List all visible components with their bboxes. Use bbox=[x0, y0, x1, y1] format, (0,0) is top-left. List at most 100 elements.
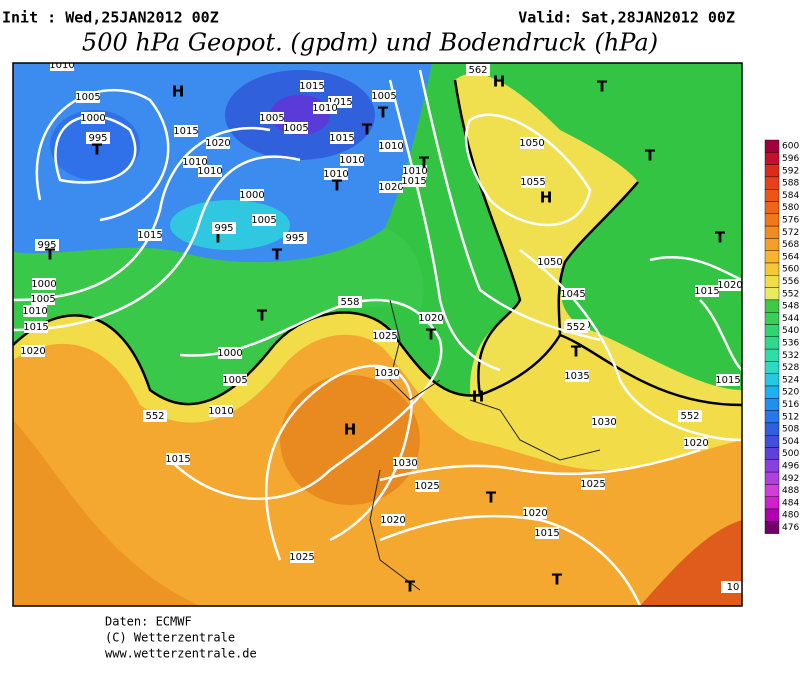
label-box bbox=[290, 551, 314, 563]
pressure-center: T bbox=[45, 246, 56, 264]
colorbar-swatch bbox=[764, 496, 780, 510]
colorbar-swatch bbox=[764, 471, 780, 485]
colorbar-label: 492 bbox=[782, 474, 799, 484]
label-box bbox=[212, 222, 236, 234]
label-box bbox=[81, 112, 105, 124]
label-box bbox=[592, 416, 616, 428]
isobar-label: 995 bbox=[88, 133, 107, 144]
isobar-label: 1025 bbox=[289, 552, 314, 563]
isobar-label: 1010 bbox=[22, 306, 47, 317]
label-box bbox=[393, 457, 417, 469]
label-box bbox=[338, 296, 362, 308]
pressure-center: T bbox=[486, 489, 497, 507]
isobar-label: 1020 bbox=[418, 313, 443, 324]
label-box bbox=[50, 63, 74, 71]
isobar-label: 995 bbox=[285, 233, 304, 244]
colorbar-label: 572 bbox=[782, 228, 799, 238]
map-frame bbox=[12, 62, 743, 607]
isobar-label: 1010 bbox=[339, 155, 364, 166]
isobar-label: 1010 bbox=[312, 103, 337, 114]
colorbar-swatch bbox=[764, 152, 780, 165]
isobar-label: 10 bbox=[727, 582, 740, 593]
colorbar-label: 480 bbox=[782, 511, 799, 521]
pressure-center: T bbox=[332, 177, 343, 195]
isobar-label: 1010 bbox=[197, 166, 222, 177]
isobar-label: 558 bbox=[340, 297, 359, 308]
label-box bbox=[466, 64, 490, 76]
colorbar-label: 584 bbox=[782, 191, 799, 201]
colorbar-label: 496 bbox=[782, 461, 799, 471]
label-box bbox=[381, 514, 405, 526]
colorbar-swatch bbox=[764, 410, 780, 424]
isobar-label: 1000 bbox=[31, 279, 56, 290]
colorbar-swatch bbox=[764, 348, 780, 362]
pressure-center: T bbox=[419, 154, 430, 172]
colorbar-label: 512 bbox=[782, 412, 799, 422]
colorbar-swatch bbox=[764, 508, 780, 522]
colorbar-swatch bbox=[764, 398, 780, 411]
init-time: Init : Wed,25JAN2012 00Z bbox=[2, 9, 219, 27]
colorbar-label: 568 bbox=[782, 240, 799, 250]
isobar-label: 1015 bbox=[327, 97, 352, 108]
isobar-label: 1010 bbox=[182, 157, 207, 168]
colorbar-swatch bbox=[764, 459, 780, 473]
label-box bbox=[678, 410, 702, 422]
colorbar-label: 488 bbox=[782, 486, 799, 496]
isobar-label: 1050 bbox=[537, 257, 562, 268]
isobar-label: 1000 bbox=[239, 190, 264, 201]
pressure-center: H bbox=[172, 83, 185, 101]
footer-line: (C) Wetterzentrale bbox=[105, 631, 235, 645]
isobar-label: 1005 bbox=[259, 113, 284, 124]
label-box bbox=[260, 112, 284, 124]
footer-line: Daten: ECMWF bbox=[105, 615, 192, 629]
label-box bbox=[23, 305, 47, 317]
colorbar-label: 476 bbox=[782, 523, 799, 533]
isobar-label: 1015 bbox=[329, 133, 354, 144]
colorbar-label: 560 bbox=[782, 265, 799, 275]
label-box bbox=[223, 374, 247, 386]
label-box bbox=[330, 132, 354, 144]
isobar-label: 1020 bbox=[522, 508, 547, 519]
isobar-label: 1010 bbox=[208, 406, 233, 417]
colorbar-swatch bbox=[764, 139, 780, 153]
colorbar-label: 500 bbox=[782, 449, 799, 459]
label-box bbox=[218, 347, 242, 359]
isobar-label: 1050 bbox=[519, 138, 544, 149]
isobar-label: 1015 bbox=[534, 528, 559, 539]
colorbar-swatch bbox=[764, 385, 780, 399]
colorbar-swatch bbox=[764, 447, 780, 461]
map: 101010051000995TH10151010101010201015101… bbox=[13, 63, 742, 606]
colorbar-label: 504 bbox=[782, 437, 799, 447]
colorbar-swatch bbox=[764, 336, 780, 350]
pressure-center: T bbox=[426, 326, 437, 344]
isobar-label: 1020 bbox=[205, 138, 230, 149]
isobar-label: 562 bbox=[468, 65, 487, 76]
colorbar-label: 600 bbox=[782, 142, 799, 152]
isobar-label: 1030 bbox=[374, 368, 399, 379]
label-box bbox=[535, 527, 559, 539]
footer-line: www.wetterzentrale.de bbox=[105, 647, 257, 661]
pressure-center: H bbox=[344, 421, 357, 439]
colorbar-swatch bbox=[764, 201, 780, 215]
label-box bbox=[716, 374, 740, 386]
label-box bbox=[340, 154, 364, 166]
label-box bbox=[561, 288, 585, 300]
isobar-label: 1005 bbox=[371, 91, 396, 102]
label-box bbox=[324, 168, 348, 180]
colorbar-swatch bbox=[764, 361, 780, 374]
colorbar-label: 484 bbox=[782, 498, 799, 508]
colorbar-swatch bbox=[764, 188, 780, 202]
colorbar-label: 516 bbox=[782, 400, 799, 410]
label-box bbox=[718, 279, 742, 291]
isobar-label: 552 bbox=[680, 411, 699, 422]
label-box bbox=[76, 91, 100, 103]
colorbar-swatch bbox=[764, 262, 780, 276]
isobar-label: 1000 bbox=[217, 348, 242, 359]
label-box bbox=[313, 102, 337, 114]
label-box bbox=[372, 90, 396, 102]
isobar-label: 552 bbox=[145, 411, 164, 422]
isobar-label: 1015 bbox=[23, 322, 48, 333]
label-box bbox=[402, 175, 426, 187]
isobar-label: 1005 bbox=[75, 92, 100, 103]
label-box bbox=[284, 122, 308, 134]
